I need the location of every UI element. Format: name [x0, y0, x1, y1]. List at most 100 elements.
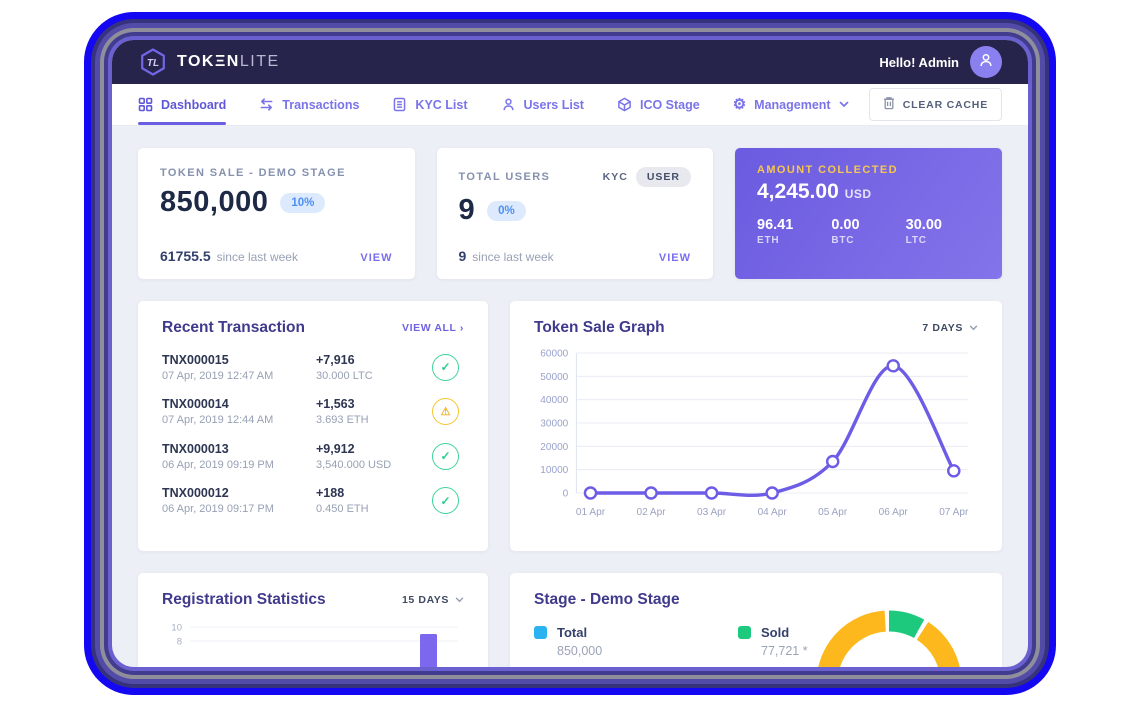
token-sale-graph-panel: Token Sale Graph 7 DAYS 0 10000 20000 30000… — [510, 301, 1002, 551]
svg-text:8: 8 — [177, 637, 182, 648]
transaction-row[interactable]: TNX000015 07 Apr, 2019 12:47 AM +7,916 30.… — [162, 353, 464, 382]
nav-item-transactions[interactable]: Transactions — [259, 84, 359, 125]
card-title: AMOUNT COLLECTED — [757, 164, 898, 176]
greeting-text: Hello! Admin — [879, 54, 959, 70]
breakdown-ltc: 30.00 LTC — [905, 217, 942, 246]
user-icon — [501, 97, 516, 112]
svg-text:40000: 40000 — [540, 395, 568, 406]
chevron-down-icon — [969, 322, 978, 334]
range-selector-7days[interactable]: 7 DAYS — [922, 322, 978, 334]
app-frame: TL TOKΞNLITE Hello! Admin — [112, 40, 1028, 667]
breakdown-eth: 96.41 ETH — [757, 217, 794, 246]
sold-swatch-icon — [738, 626, 751, 639]
chevron-down-icon — [455, 594, 464, 606]
svg-text:TL: TL — [147, 58, 159, 69]
svg-text:03 Apr: 03 Apr — [697, 507, 727, 518]
status-confirmed-icon: ✓ — [432, 487, 459, 514]
svg-text:01 Apr: 01 Apr — [576, 507, 606, 518]
svg-text:20000: 20000 — [540, 442, 568, 453]
svg-text:10000: 10000 — [540, 465, 568, 476]
panel-title: Stage - Demo Stage — [534, 591, 680, 608]
svg-text:05 Apr: 05 Apr — [818, 507, 848, 518]
svg-text:02 Apr: 02 Apr — [636, 507, 666, 518]
total-users-percent-badge: 0% — [487, 200, 526, 221]
registration-statistics-panel: Registration Statistics 15 DAYS 10 8 — [138, 573, 488, 667]
delta-value: 61755.5 — [160, 248, 211, 264]
nav-label: KYC List — [415, 97, 468, 112]
recent-transactions-panel: Recent Transaction VIEW ALL › TNX000015 0… — [138, 301, 488, 551]
token-sale-percent-badge: 10% — [280, 192, 326, 213]
user-avatar[interactable] — [970, 46, 1002, 78]
token-sale-card: TOKEN SALE - DEMO STAGE 850,000 10% 6175… — [138, 148, 415, 279]
view-all-link[interactable]: VIEW ALL › — [401, 322, 464, 334]
nav-item-dashboard[interactable]: Dashboard — [138, 84, 227, 125]
tokenlite-hexagon-logo-icon: TL — [138, 47, 168, 77]
swap-arrows-icon — [259, 97, 274, 112]
svg-text:50000: 50000 — [540, 372, 568, 383]
transaction-row[interactable]: TNX000014 07 Apr, 2019 12:44 AM +1,563 3.6… — [162, 397, 464, 426]
top-header: TL TOKΞNLITE Hello! Admin — [112, 40, 1028, 84]
dashboard-content: TOKEN SALE - DEMO STAGE 850,000 10% 6175… — [112, 126, 1028, 667]
clear-cache-button[interactable]: CLEAR CACHE — [868, 88, 1002, 121]
svg-text:10: 10 — [171, 623, 182, 634]
total-swatch-icon — [534, 626, 547, 639]
stage-demo-panel: Stage - Demo Stage Total 850,000 — [510, 573, 1002, 667]
main-nav: Dashboard Transactions — [138, 84, 849, 125]
status-confirmed-icon: ✓ — [432, 442, 459, 470]
person-icon — [978, 52, 994, 73]
brand-logo[interactable]: TL TOKΞNLITE — [138, 47, 280, 77]
panel-title: Recent Transaction — [162, 319, 305, 336]
nav-item-management[interactable]: ⚙ Management — [733, 84, 849, 125]
svg-text:30000: 30000 — [540, 419, 568, 430]
nav-item-users-list[interactable]: Users List — [501, 84, 584, 125]
amount-unit: USD — [844, 187, 872, 201]
main-menubar: Dashboard Transactions — [112, 84, 1028, 126]
nav-item-ico-stage[interactable]: ICO Stage — [617, 84, 700, 125]
total-users-value: 9 — [458, 194, 476, 226]
toggle-kyc[interactable]: KYC — [602, 171, 628, 183]
view-link[interactable]: VIEW — [360, 252, 393, 264]
chevron-down-icon — [839, 101, 849, 108]
delta-caption: since last week — [472, 250, 554, 264]
delta-value: 9 — [458, 248, 467, 264]
status-confirmed-icon: ✓ — [432, 353, 459, 381]
toggle-user-active[interactable]: USER — [635, 167, 691, 187]
svg-text:60000: 60000 — [540, 349, 568, 360]
view-link[interactable]: VIEW — [658, 252, 691, 264]
transaction-row[interactable]: TNX000013 06 Apr, 2019 09:19 PM +9,912 3,5… — [162, 442, 464, 471]
list-document-icon — [392, 97, 407, 112]
nav-label: Management — [754, 97, 831, 112]
legend-total: Total 850,000 — [534, 625, 738, 658]
breakdown-btc: 0.00 BTC — [831, 217, 860, 246]
legend-sold: Sold 77,721 * — [738, 625, 942, 658]
svg-text:0: 0 — [563, 489, 569, 500]
total-users-card: TOTAL USERS KYC USER 9 0% 9 since last w… — [436, 148, 713, 279]
chevron-right-icon: › — [459, 322, 464, 334]
delta-caption: since last week — [216, 250, 298, 264]
gear-icon: ⚙ — [732, 96, 747, 113]
svg-text:07 Apr: 07 Apr — [939, 507, 969, 518]
nav-label: Transactions — [282, 97, 360, 112]
amount-value: 4,245.00 — [757, 180, 839, 203]
brand-name: TOKΞNLITE — [177, 53, 280, 70]
nav-label: ICO Stage — [639, 97, 700, 112]
token-sale-value: 850,000 — [160, 186, 269, 218]
nav-label: Dashboard — [161, 97, 227, 112]
svg-text:04 Apr: 04 Apr — [758, 507, 788, 518]
nav-label: Users List — [523, 97, 584, 112]
token-sale-line-chart: 0 10000 20000 30000 40000 50000 60000 01 Apr 02 … — [540, 349, 969, 518]
range-selector-15days[interactable]: 15 DAYS — [402, 594, 464, 606]
stage-legend: Total 850,000 Sold 77,721 * — [534, 625, 978, 658]
cube-icon — [617, 97, 632, 112]
transaction-row[interactable]: TNX000012 06 Apr, 2019 09:17 PM +188 0.450… — [162, 486, 464, 515]
stage-donut-chart — [784, 573, 994, 667]
registration-bar-chart: 108 — [171, 623, 458, 667]
amount-collected-card: AMOUNT COLLECTED 4,245.00 USD 96.41 ETH … — [735, 148, 1002, 279]
trash-icon — [883, 96, 895, 113]
grid-icon — [138, 97, 153, 112]
panel-title: Token Sale Graph — [534, 319, 665, 336]
status-pending-icon: ⚠ — [432, 398, 459, 425]
card-title: TOTAL USERS — [458, 171, 551, 183]
nav-item-kyc-list[interactable]: KYC List — [392, 84, 468, 125]
